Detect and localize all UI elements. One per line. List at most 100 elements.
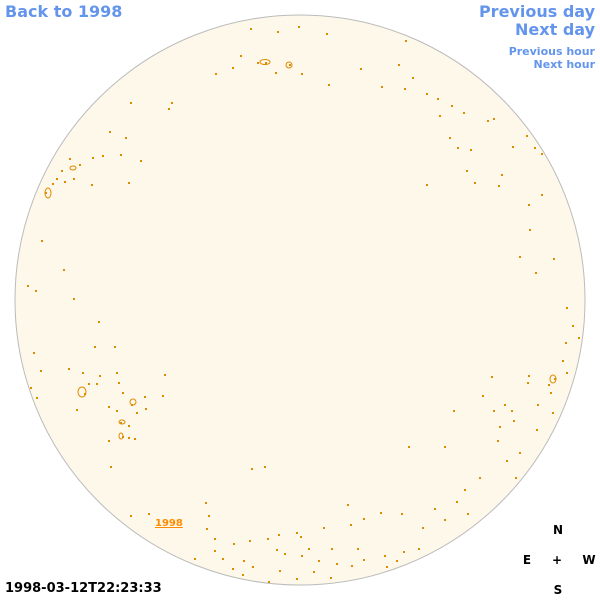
compass-east: E: [522, 553, 532, 567]
previous-day-link[interactable]: Previous day: [478, 2, 595, 21]
observation-timestamp: 1998-03-12T22:23:33: [5, 581, 162, 596]
contour-speckle: [91, 184, 93, 186]
contour-speckle: [96, 383, 98, 385]
contour-speckle: [565, 342, 567, 344]
contour-speckle: [422, 527, 424, 529]
contour-speckle: [276, 549, 278, 551]
contour-speckle: [493, 410, 495, 412]
contour-speckle: [64, 181, 66, 183]
contour-speckle: [501, 174, 503, 176]
contour-speckle: [79, 164, 81, 166]
previous-hour-link[interactable]: Previous hour: [508, 45, 595, 58]
contour-speckle: [408, 446, 410, 448]
contour-speckle: [249, 540, 251, 542]
contour-speckle: [529, 229, 531, 231]
contour-speckle: [363, 559, 365, 561]
contour-speckle: [205, 502, 207, 504]
contour-speckle: [267, 538, 269, 540]
contour-speckle: [92, 157, 94, 159]
contour-speckle: [535, 272, 537, 274]
contour-speckle: [63, 269, 65, 271]
contour-speckle: [144, 396, 146, 398]
contour-speckle: [27, 285, 29, 287]
contour-speckle: [453, 410, 455, 412]
contour-speckle: [464, 489, 466, 491]
contour-speckle: [474, 182, 476, 184]
contour-speckle: [403, 551, 405, 553]
contour-speckle: [467, 513, 469, 515]
contour-speckle: [511, 410, 513, 412]
contour-speckle: [426, 184, 428, 186]
contour-speckle: [265, 62, 267, 64]
contour-speckle: [449, 137, 451, 139]
contour-speckle: [76, 409, 78, 411]
contour-speckle: [56, 178, 58, 180]
contour-speckle: [566, 372, 568, 374]
contour-speckle: [118, 382, 120, 384]
contour-loop: [44, 187, 52, 199]
solar-disk: [14, 14, 586, 586]
contour-speckle: [264, 466, 266, 468]
contour-speckle: [109, 131, 111, 133]
contour-speckle: [214, 538, 216, 540]
contour-speckle: [125, 137, 127, 139]
contour-speckle: [308, 548, 310, 550]
contour-speckle: [68, 368, 70, 370]
contour-speckle: [122, 392, 124, 394]
contour-speckle: [61, 170, 63, 172]
contour-speckle: [351, 565, 353, 567]
contour-loop: [549, 374, 557, 384]
back-to-year-link[interactable]: Back to 1998: [5, 2, 123, 21]
contour-speckle: [497, 440, 499, 442]
contour-speckle: [108, 440, 110, 442]
contour-speckle: [257, 62, 259, 64]
contour-speckle: [519, 452, 521, 454]
contour-speckle: [164, 374, 166, 376]
contour-speckle: [380, 512, 382, 514]
contour-speckle: [194, 558, 196, 560]
contour-speckle: [136, 412, 138, 414]
contour-speckle: [232, 67, 234, 69]
next-day-link[interactable]: Next day: [515, 20, 595, 39]
contour-speckle: [451, 105, 453, 107]
contour-speckle: [240, 55, 242, 57]
contour-speckle: [233, 543, 235, 545]
contour-speckle: [289, 64, 291, 66]
contour-speckle: [331, 548, 333, 550]
contour-speckle: [114, 346, 116, 348]
compass-north: N: [552, 523, 564, 537]
year-link[interactable]: 1998: [155, 518, 183, 529]
contour-speckle: [148, 513, 150, 515]
active-region-contours: [27, 26, 580, 583]
contour-speckle: [268, 581, 270, 583]
contour-speckle: [99, 375, 101, 377]
contour-speckle: [30, 387, 32, 389]
contour-speckle: [456, 501, 458, 503]
contour-speckle: [120, 154, 122, 156]
contour-speckle: [313, 571, 315, 573]
contour-speckle: [130, 515, 132, 517]
contour-speckle: [512, 146, 514, 148]
contour-speckle: [336, 563, 338, 565]
contour-speckle: [572, 325, 574, 327]
contour-speckle: [82, 372, 84, 374]
contour-speckle: [41, 240, 43, 242]
contour-speckle: [94, 346, 96, 348]
contour-speckle: [162, 395, 164, 397]
contour-loop: [118, 419, 126, 425]
contour-speckle: [45, 192, 47, 194]
contour-speckle: [541, 153, 543, 155]
contour-speckle: [398, 64, 400, 66]
contour-speckle: [541, 194, 543, 196]
contour-speckle: [527, 382, 529, 384]
contour-speckle: [482, 395, 484, 397]
contour-loop: [259, 59, 271, 65]
contour-speckle: [284, 553, 286, 555]
contour-speckle: [145, 408, 147, 410]
contour-speckle: [298, 26, 300, 28]
contour-speckle: [278, 534, 280, 536]
next-hour-link[interactable]: Next hour: [533, 58, 596, 71]
contour-speckle: [296, 578, 298, 580]
contour-speckle: [506, 460, 508, 462]
contour-speckle: [128, 437, 130, 439]
